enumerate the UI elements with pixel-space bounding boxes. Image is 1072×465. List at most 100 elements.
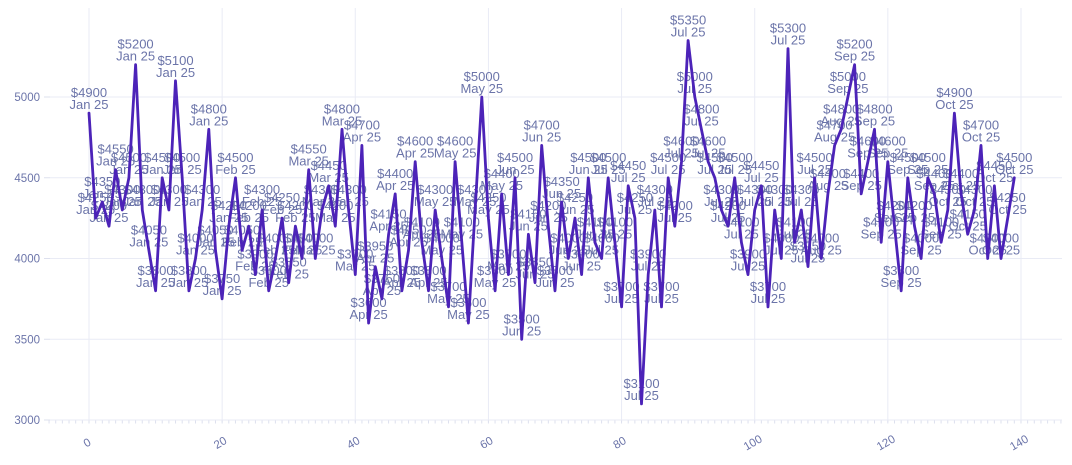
point-price-label: $4800 [856,101,892,116]
point-price-label: $4400 [810,166,846,181]
point-month-label: Apr 25 [396,146,434,161]
point-price-label: $3800 [537,263,573,278]
y-tick-label: 3000 [14,415,40,427]
point-price-label: $4300 [244,182,280,197]
point-month-label: Jul 25 [684,113,719,128]
point-month-label: May 25 [434,146,477,161]
point-price-label: $4300 [417,182,453,197]
point-price-label: $4700 [963,117,999,132]
point-month-label: Jul 25 [591,162,626,177]
point-price-label: $5000 [464,69,500,84]
point-month-label: Jul 25 [691,146,726,161]
point-price-label: $4800 [683,101,719,116]
point-price-label: $4200 [317,198,353,213]
point-price-label: $4600 [690,134,726,149]
point-month-label: Jul 25 [697,162,732,177]
point-month-label: Sep 25 [834,49,875,64]
point-price-label: $4450 [976,158,1012,173]
point-month-label: Jul 25 [717,162,752,177]
point-month-label: Sep 25 [827,81,868,96]
point-month-label: Oct 25 [935,97,973,112]
point-price-label: $4500 [497,150,533,165]
point-price-label: $4250 [990,190,1026,205]
point-price-label: $4250 [264,190,300,205]
point-price-label: $4550 [291,142,327,157]
x-tick-label: 60 [478,435,495,452]
point-price-label: $3950 [790,239,826,254]
point-price-label: $4000 [297,231,333,246]
point-month-label: Sep 25 [854,113,895,128]
point-month-label: Jun 25 [542,186,581,201]
point-price-label: $3750 [204,271,240,286]
y-tick-label: 5000 [14,92,40,104]
point-month-label: Oct 25 [962,129,1000,144]
point-price-label: $3850 [271,255,307,270]
point-price-label: $5200 [836,37,872,52]
point-month-label: Feb 25 [215,162,255,177]
point-month-label: Jul 25 [797,162,832,177]
point-price-label: $4500 [650,150,686,165]
point-month-label: Sep 25 [914,178,955,193]
point-price-label: $4500 [910,150,946,165]
point-month-label: Sep 25 [907,162,948,177]
point-month-label: Jun 25 [569,162,608,177]
point-price-label: $4550 [98,142,134,157]
point-price-label: $4000 [803,231,839,246]
point-month-label: Sep 25 [867,146,908,161]
point-price-label: $4100 [723,214,759,229]
point-month-label: May 25 [414,194,457,209]
point-month-label: Apr 25 [343,129,381,144]
point-month-label: Aug 25 [814,129,855,144]
point-month-label: Jan 25 [116,49,155,64]
point-price-label: $5200 [118,37,154,52]
point-price-label: $4500 [217,150,253,165]
point-price-label: $4800 [823,101,859,116]
point-price-label: $4300 [637,182,673,197]
point-price-label: $5300 [770,21,806,36]
point-month-label: Jul 25 [637,194,672,209]
point-month-label: Jul 25 [744,170,779,185]
point-price-label: $4400 [943,166,979,181]
point-price-label: $3800 [251,263,287,278]
point-price-label: $4350 [544,174,580,189]
point-month-label: Jan 25 [156,65,195,80]
point-price-label: $4300 [737,182,773,197]
point-month-label: Apr 25 [376,178,414,193]
point-price-label: $4300 [930,182,966,197]
x-tick-label: 0 [82,437,94,451]
point-price-label: $4100 [404,214,440,229]
point-month-label: Mar 25 [288,154,328,169]
point-price-label: $4700 [344,117,380,132]
point-price-label: $4500 [590,150,626,165]
point-price-label: $4600 [397,134,433,149]
point-price-label: $4900 [936,85,972,100]
point-price-label: $4000 [903,231,939,246]
point-price-label: $4000 [584,231,620,246]
x-tick-label: 40 [345,435,362,452]
point-month-label: Jul 25 [671,24,706,39]
point-price-label: $4300 [703,182,739,197]
point-price-label: $4600 [870,134,906,149]
point-month-label: Jan 25 [96,154,135,169]
point-month-label: Oct 25 [975,170,1013,185]
point-price-label: $4800 [191,101,227,116]
point-month-label: Oct 25 [995,162,1033,177]
point-price-label: $4500 [996,150,1032,165]
point-price-label: $4100 [923,214,959,229]
point-price-label: $4450 [610,158,646,173]
point-price-label: $4500 [890,150,926,165]
point-month-label: Jun 25 [496,162,535,177]
point-month-label: Jul 25 [651,162,686,177]
point-month-label: Feb 25 [242,194,282,209]
x-tick-label: 80 [612,435,629,452]
price-line [87,39,1016,406]
x-tick-label: 20 [212,435,229,452]
point-price-label: $4400 [377,166,413,181]
point-price-label: $5100 [157,53,193,68]
point-price-label: $4250 [557,190,593,205]
point-price-label: $4500 [717,150,753,165]
y-tick-label: 4000 [14,254,40,266]
